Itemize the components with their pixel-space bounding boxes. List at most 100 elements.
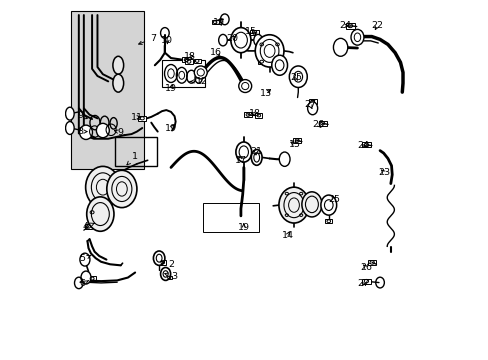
Text: 4: 4 [83, 222, 94, 231]
Ellipse shape [255, 35, 284, 67]
Ellipse shape [85, 166, 120, 208]
Bar [211, 20, 218, 24]
Text: 25: 25 [290, 73, 302, 82]
Bar [345, 23, 354, 28]
Bar [308, 99, 316, 104]
Text: 2: 2 [161, 260, 174, 269]
Text: 15: 15 [244, 27, 256, 36]
Text: 24: 24 [356, 141, 368, 150]
Text: 27: 27 [356, 279, 368, 288]
Text: 5: 5 [79, 255, 91, 264]
Bar [362, 142, 370, 148]
Bar [244, 112, 251, 117]
Bar [258, 59, 265, 64]
Text: 9: 9 [114, 128, 123, 137]
Text: 9: 9 [77, 111, 87, 120]
Bar [88, 210, 96, 215]
Ellipse shape [86, 197, 114, 231]
Ellipse shape [271, 55, 287, 75]
Text: 22: 22 [370, 21, 383, 30]
Bar [258, 42, 265, 46]
Bar [293, 138, 301, 143]
Bar [318, 121, 326, 126]
Bar [159, 260, 166, 265]
Bar [184, 59, 192, 64]
Ellipse shape [301, 192, 321, 217]
Text: 13: 13 [260, 89, 271, 98]
Ellipse shape [96, 123, 109, 138]
Bar [115, 137, 156, 166]
Text: 18: 18 [183, 52, 195, 61]
Bar [255, 113, 262, 118]
Ellipse shape [80, 253, 90, 266]
Text: 16: 16 [209, 48, 222, 57]
Ellipse shape [81, 271, 91, 284]
Text: 14: 14 [281, 231, 293, 240]
Bar [250, 30, 258, 35]
Bar [84, 224, 92, 229]
Bar [273, 42, 281, 46]
Text: 21: 21 [249, 147, 262, 156]
Ellipse shape [279, 152, 289, 166]
Ellipse shape [251, 149, 262, 165]
Circle shape [238, 80, 251, 93]
Bar [297, 192, 304, 195]
Circle shape [194, 66, 207, 79]
Text: 23: 23 [378, 168, 389, 177]
Bar [283, 213, 289, 217]
Text: 25: 25 [327, 195, 340, 204]
Ellipse shape [253, 35, 262, 46]
Text: 10: 10 [161, 36, 173, 45]
Text: 18: 18 [249, 109, 261, 118]
Ellipse shape [113, 56, 123, 74]
Ellipse shape [106, 170, 137, 208]
Ellipse shape [333, 39, 347, 56]
Ellipse shape [289, 66, 306, 87]
Text: 7: 7 [139, 34, 156, 44]
Text: 8: 8 [77, 127, 87, 136]
Bar [182, 57, 190, 62]
Bar [297, 213, 304, 217]
Text: 17: 17 [234, 156, 246, 165]
Ellipse shape [153, 251, 164, 265]
Ellipse shape [160, 267, 170, 280]
Ellipse shape [278, 187, 308, 223]
Ellipse shape [230, 28, 250, 53]
Ellipse shape [350, 30, 363, 45]
Text: 3: 3 [164, 272, 177, 281]
Ellipse shape [65, 122, 74, 134]
Bar [70, 12, 144, 169]
Ellipse shape [218, 35, 227, 46]
Text: 1: 1 [127, 152, 138, 165]
Bar [203, 203, 258, 232]
Ellipse shape [235, 142, 251, 162]
Ellipse shape [113, 74, 123, 92]
Text: 24: 24 [339, 21, 351, 30]
Ellipse shape [307, 102, 317, 115]
Ellipse shape [80, 125, 92, 139]
Bar [193, 59, 201, 63]
Text: 19: 19 [164, 84, 177, 93]
Bar [283, 192, 289, 195]
Bar [273, 59, 281, 64]
Ellipse shape [320, 195, 336, 215]
Bar [138, 116, 146, 121]
Bar [362, 279, 370, 284]
Text: 20: 20 [225, 34, 238, 43]
Text: 27: 27 [304, 100, 315, 109]
Bar [165, 276, 172, 279]
Bar [367, 260, 376, 265]
Text: 19: 19 [212, 18, 224, 27]
Text: 11: 11 [131, 113, 142, 122]
Text: 15: 15 [288, 140, 300, 149]
Text: 6: 6 [79, 279, 88, 288]
Text: 12: 12 [189, 77, 207, 86]
Ellipse shape [65, 107, 74, 120]
Text: 19: 19 [237, 223, 249, 232]
Bar [325, 219, 332, 224]
Bar [162, 60, 204, 87]
Text: 26: 26 [311, 120, 324, 129]
Text: 19: 19 [164, 123, 177, 132]
Text: 26: 26 [360, 264, 372, 273]
Bar [88, 276, 96, 281]
